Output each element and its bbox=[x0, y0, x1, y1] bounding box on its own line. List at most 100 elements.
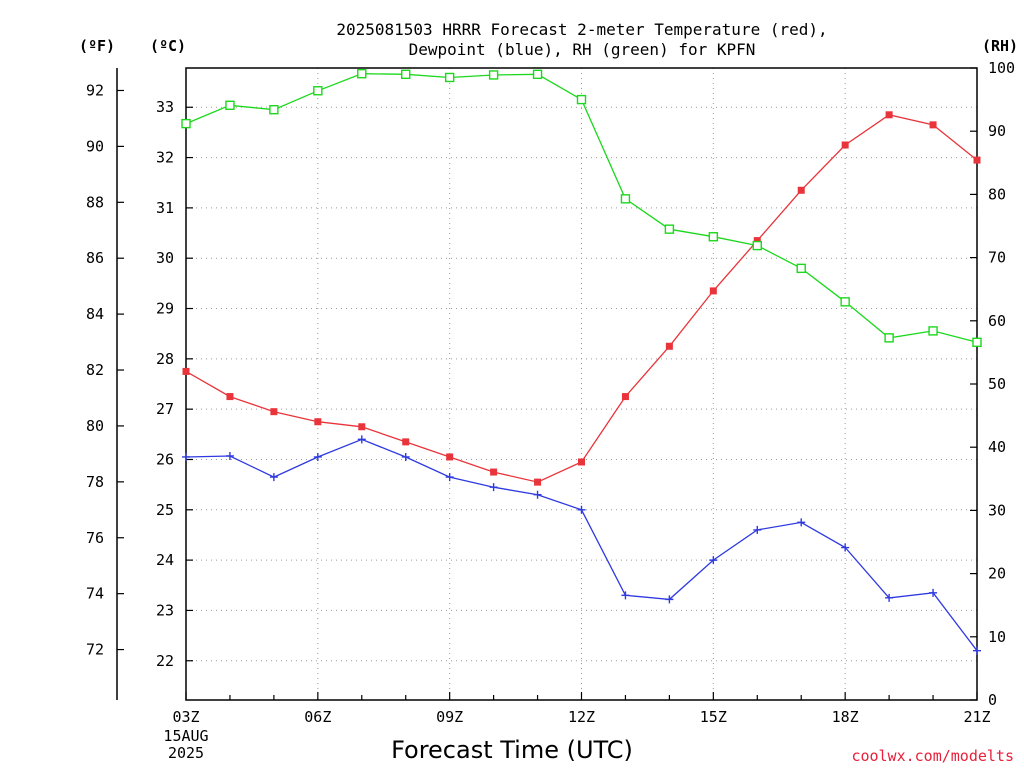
dewpoint-point bbox=[841, 543, 850, 552]
rh-tick-label: 50 bbox=[988, 375, 1006, 393]
temperature-point bbox=[797, 186, 805, 194]
celsius-tick-label: 33 bbox=[156, 98, 174, 116]
celsius-tick-label: 26 bbox=[156, 450, 174, 468]
temperature-point bbox=[621, 393, 629, 401]
temperature-point bbox=[709, 287, 717, 295]
dewpoint-point bbox=[797, 518, 806, 527]
fahrenheit-tick-label: 74 bbox=[86, 585, 104, 603]
temperature-point bbox=[270, 408, 278, 416]
series bbox=[181, 68, 982, 655]
rh-point bbox=[444, 72, 455, 83]
rh-point bbox=[576, 94, 587, 105]
fahrenheit-tick-label: 90 bbox=[86, 137, 104, 155]
rh-point bbox=[708, 232, 719, 242]
dewpoint-point bbox=[269, 473, 278, 482]
dewpoint-point bbox=[929, 588, 938, 597]
dewpoint-point bbox=[621, 591, 630, 600]
temperature-point bbox=[578, 458, 585, 466]
x-tick-label: 15Z bbox=[700, 708, 727, 726]
x-axis-title: Forecast Time (UTC) bbox=[391, 736, 633, 764]
rh-point bbox=[488, 70, 499, 80]
rh-point bbox=[532, 69, 543, 80]
fahrenheit-tick-label: 82 bbox=[86, 361, 104, 379]
x-tick-label: 03Z bbox=[172, 708, 199, 726]
axis-ticks: 72 74 76 78 80 82 84 86 88 90 92 22 23 24 25 26 27 28 29 30… bbox=[86, 59, 1015, 726]
fahrenheit-tick-label: 92 bbox=[86, 81, 104, 99]
dewpoint-point bbox=[445, 473, 454, 482]
rh-point bbox=[664, 224, 675, 234]
credit-link[interactable]: coolwx.com/modelts bbox=[851, 747, 1014, 765]
fahrenheit-axis-unit: (ºF) bbox=[79, 37, 115, 55]
x-tick-label: 21Z bbox=[963, 708, 990, 726]
dewpoint-point bbox=[885, 593, 894, 602]
rh-point bbox=[796, 263, 806, 274]
celsius-tick-label: 27 bbox=[156, 400, 174, 418]
temperature-point bbox=[182, 367, 190, 375]
rh-point bbox=[269, 105, 279, 115]
dewpoint-point bbox=[577, 505, 586, 514]
dewpoint-line bbox=[185, 438, 978, 652]
celsius-tick-label: 30 bbox=[156, 249, 174, 267]
rh-point bbox=[313, 86, 323, 96]
celsius-tick-label: 24 bbox=[156, 551, 174, 569]
x-date-label-year: 2025 bbox=[168, 744, 204, 762]
temperature-point bbox=[490, 468, 498, 476]
dewpoint-point bbox=[225, 451, 234, 460]
gridlines bbox=[185, 68, 978, 700]
x-tick-label: 12Z bbox=[568, 708, 595, 726]
x-date-label-day: 15AUG bbox=[163, 727, 208, 745]
x-tick-label: 18Z bbox=[832, 708, 859, 726]
rh-point bbox=[357, 68, 367, 79]
rh-tick-label: 100 bbox=[988, 59, 1015, 77]
temperature-point bbox=[665, 342, 673, 350]
celsius-tick-label: 23 bbox=[156, 601, 174, 619]
temperature-point bbox=[446, 453, 454, 461]
temperature-point bbox=[841, 141, 849, 149]
dewpoint-point bbox=[533, 490, 542, 499]
dewpoint-point bbox=[313, 452, 322, 461]
rh-tick-label: 90 bbox=[988, 122, 1006, 140]
rh-point bbox=[884, 333, 894, 343]
rh-point bbox=[620, 194, 631, 204]
temperature-point bbox=[885, 111, 893, 119]
chart-title-line-2: Dewpoint (blue), RH (green) for KPFN bbox=[409, 40, 756, 59]
celsius-tick-label: 28 bbox=[156, 350, 174, 368]
temperature-point bbox=[314, 418, 322, 426]
fahrenheit-tick-label: 80 bbox=[86, 417, 104, 435]
fahrenheit-tick-label: 72 bbox=[86, 641, 104, 659]
temperature-point bbox=[534, 478, 542, 486]
celsius-axis-unit: (ºC) bbox=[150, 37, 186, 55]
celsius-tick-label: 29 bbox=[156, 300, 174, 318]
rh-tick-label: 60 bbox=[988, 312, 1006, 330]
rh-point bbox=[181, 118, 191, 129]
celsius-tick-label: 31 bbox=[156, 199, 174, 217]
rh-point bbox=[840, 297, 850, 307]
x-tick-label: 06Z bbox=[304, 708, 331, 726]
fahrenheit-tick-label: 76 bbox=[86, 529, 104, 547]
rh-tick-label: 10 bbox=[988, 628, 1006, 646]
rh-axis-unit: (RH) bbox=[982, 37, 1018, 55]
fahrenheit-tick-label: 88 bbox=[86, 193, 104, 211]
dewpoint-point bbox=[357, 435, 366, 444]
temperature-point bbox=[753, 237, 761, 245]
rh-point bbox=[972, 337, 982, 347]
rh-tick-label: 40 bbox=[988, 438, 1006, 456]
fahrenheit-tick-label: 78 bbox=[86, 473, 104, 491]
dewpoint-point bbox=[182, 452, 190, 461]
rh-tick-label: 80 bbox=[988, 185, 1006, 203]
dewpoint-point bbox=[973, 646, 981, 655]
fahrenheit-tick-label: 84 bbox=[86, 305, 104, 323]
temperature-point bbox=[358, 423, 366, 431]
x-tick-label: 09Z bbox=[436, 708, 463, 726]
rh-tick-label: 30 bbox=[988, 501, 1006, 519]
rh-tick-label: 0 bbox=[988, 691, 997, 709]
fahrenheit-tick-label: 86 bbox=[86, 249, 104, 267]
rh-point bbox=[752, 240, 762, 251]
celsius-tick-label: 32 bbox=[156, 149, 174, 167]
dewpoint-point bbox=[665, 595, 674, 604]
celsius-tick-label: 25 bbox=[156, 501, 174, 519]
dewpoint-point bbox=[401, 452, 410, 461]
rh-tick-label: 20 bbox=[988, 565, 1006, 583]
temperature-point bbox=[402, 438, 410, 446]
